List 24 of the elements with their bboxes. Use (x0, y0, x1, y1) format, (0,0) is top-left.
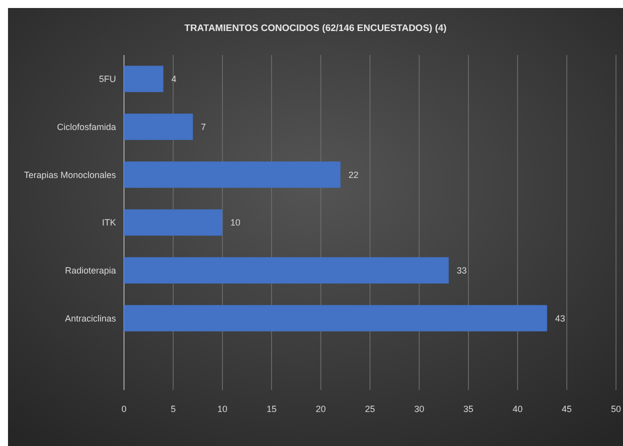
data-label: 7 (200, 122, 206, 132)
data-label: 33 (456, 266, 467, 276)
data-label: 43 (555, 313, 566, 324)
x-tick-label: 25 (364, 404, 376, 414)
x-tick-label: 15 (266, 404, 277, 414)
x-tick-label: 35 (463, 404, 474, 414)
y-tick-label: 5FU (98, 74, 116, 84)
x-tick-label: 0 (121, 404, 127, 414)
x-tick-label: 30 (414, 404, 424, 414)
x-tick-label: 40 (512, 404, 523, 414)
y-tick-label: ITK (102, 218, 116, 228)
y-tick-label: Antraciclinas (64, 313, 116, 324)
x-tick-label: 20 (316, 404, 326, 414)
data-label: 10 (230, 218, 240, 228)
y-tick-label: Terapias Monoclonales (24, 170, 116, 180)
chart-title: TRATAMIENTOS CONOCIDOS (62/146 ENCUESTADOS) (4) (184, 23, 447, 34)
x-tick-label: 50 (610, 404, 622, 414)
x-tick-label: 10 (217, 404, 228, 414)
data-label: 4 (171, 74, 176, 84)
x-tick-label: 5 (170, 404, 176, 414)
x-tick-label: 45 (562, 404, 572, 414)
data-label: 22 (348, 170, 358, 180)
y-tick-label: Ciclofosfamida (56, 122, 116, 132)
y-tick-label: Radioterapia (64, 266, 116, 276)
